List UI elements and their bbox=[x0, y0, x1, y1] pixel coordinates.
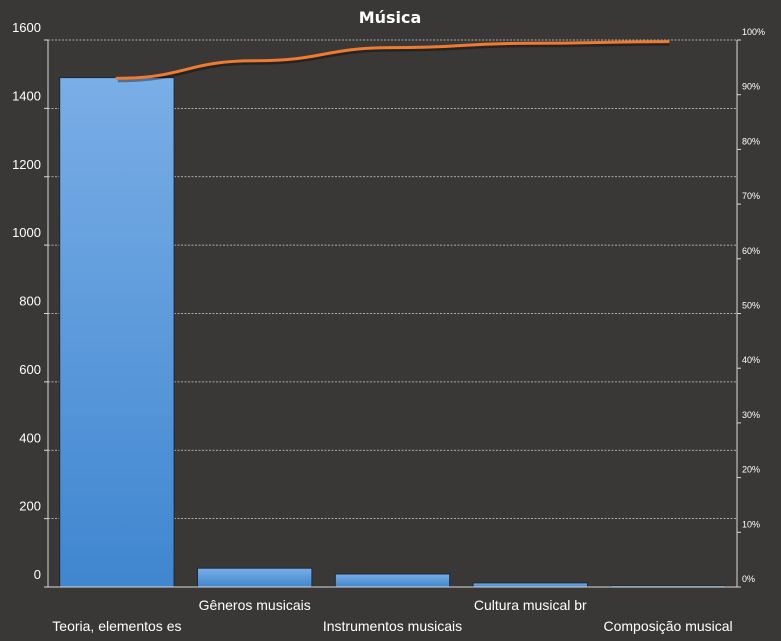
y2-tick-label-10: 100% bbox=[742, 27, 765, 37]
y-tick-label-0: 0 bbox=[34, 567, 41, 582]
y2-tick-label-3: 30% bbox=[742, 410, 760, 420]
y-tick-label-600: 600 bbox=[19, 362, 41, 377]
y2-tick-label-1: 10% bbox=[742, 519, 760, 529]
y-tick-label-200: 200 bbox=[19, 499, 41, 514]
bar-1 bbox=[197, 567, 313, 588]
x-tick-label-3: Cultura musical br bbox=[474, 597, 587, 613]
y-tick-label-1600: 1600 bbox=[12, 20, 41, 35]
y2-tick-label-0: 0% bbox=[742, 574, 755, 584]
axes: 0 200 400 600 800 1000 1200 1400 1600 0% 10% 20% 30%… bbox=[12, 20, 765, 634]
y2-tick-label-2: 20% bbox=[742, 465, 760, 475]
y2-tick-label-8: 80% bbox=[742, 136, 760, 146]
y2-tick-label-4: 40% bbox=[742, 355, 760, 365]
bar-2 bbox=[334, 573, 451, 588]
y-tick-label-1200: 1200 bbox=[12, 157, 41, 172]
bars bbox=[59, 77, 726, 588]
cumulative-line-shadow bbox=[117, 41, 670, 83]
cumulative-line-path bbox=[115, 40, 670, 80]
gridlines bbox=[48, 39, 737, 520]
y-tick-label-1000: 1000 bbox=[12, 225, 41, 240]
x-tick-label-1: Gêneros musicais bbox=[199, 597, 311, 613]
x-tick-label-0: Teoria, elementos es bbox=[52, 618, 181, 634]
y-tick-label-800: 800 bbox=[19, 294, 41, 309]
bar-3 bbox=[472, 582, 588, 588]
bar-0 bbox=[59, 77, 175, 588]
cumulative-line bbox=[115, 40, 670, 83]
y2-tick-label-5: 50% bbox=[742, 301, 760, 311]
y-tick-label-1400: 1400 bbox=[12, 88, 41, 103]
y2-tick-label-6: 60% bbox=[742, 246, 760, 256]
x-tick-label-4: Composição musical bbox=[604, 618, 733, 634]
y-tick-label-400: 400 bbox=[19, 430, 41, 445]
y2-tick-label-9: 90% bbox=[742, 82, 760, 92]
chart-title: Música bbox=[359, 8, 422, 27]
y2-tick-label-7: 70% bbox=[742, 191, 760, 201]
x-tick-label-2: Instrumentos musicais bbox=[323, 618, 462, 634]
